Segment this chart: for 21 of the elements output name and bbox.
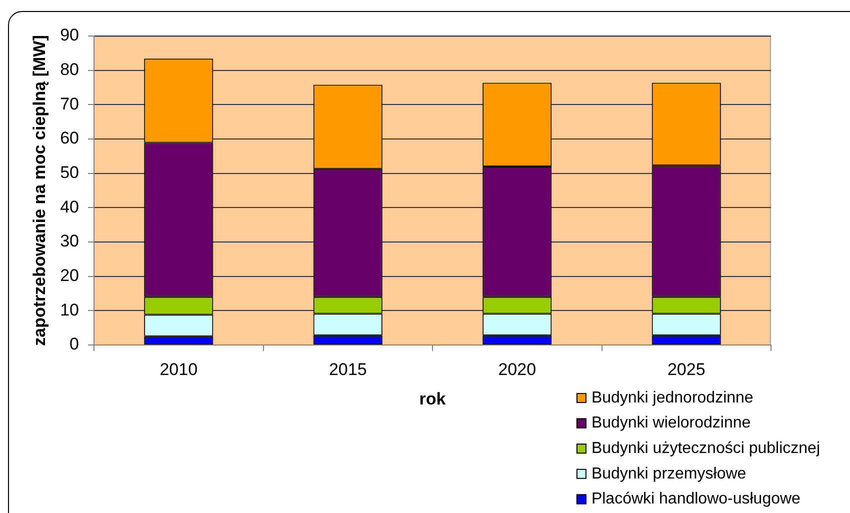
y-tick-label: 70 (60, 94, 79, 114)
legend-label: Budynki jednorodzinne (591, 389, 754, 406)
y-tick-label: 0 (70, 334, 79, 354)
y-tick-label: 50 (60, 163, 79, 182)
x-tick-label: 2020 (498, 360, 536, 379)
x-axis-title: rok (419, 389, 446, 408)
y-tick-label: 20 (60, 266, 79, 286)
y-axis-title: zapotrzebowanie na moc cieplną [MW] (30, 35, 49, 346)
legend-label: Budynki przemysłowe (591, 465, 746, 482)
x-tick-label: 2010 (160, 360, 198, 379)
y-tick-label: 10 (60, 300, 79, 320)
y-tick-label: 90 (60, 26, 79, 45)
y-tick-label: 30 (60, 232, 79, 251)
legend-label: Budynki użyteczności publicznej (591, 440, 820, 458)
x-tick-label: 2015 (328, 360, 367, 379)
legend-label: Budynki wielorodzinne (591, 414, 751, 432)
y-tick-label: 40 (60, 197, 79, 216)
y-tick-label: 60 (60, 128, 79, 148)
y-tick-label: 80 (60, 60, 79, 80)
legend-label: Placówki handlowo-usługowe (591, 490, 801, 508)
x-tick-label: 2025 (667, 360, 706, 379)
